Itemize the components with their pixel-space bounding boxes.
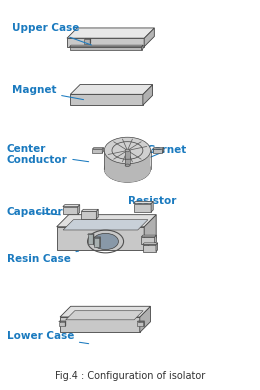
Polygon shape [84,39,90,44]
Polygon shape [90,38,91,44]
Polygon shape [134,201,153,204]
Polygon shape [141,235,156,237]
FancyBboxPatch shape [125,151,130,165]
Polygon shape [94,238,100,247]
Polygon shape [70,45,143,47]
Polygon shape [59,321,66,322]
Polygon shape [59,322,65,326]
Polygon shape [78,205,80,214]
Polygon shape [137,321,144,322]
Ellipse shape [104,137,151,164]
Polygon shape [142,45,143,50]
Polygon shape [156,243,158,252]
Polygon shape [143,85,153,105]
Polygon shape [151,201,153,212]
Polygon shape [134,204,151,212]
Polygon shape [66,311,143,320]
Polygon shape [60,317,140,332]
Polygon shape [96,209,98,219]
Polygon shape [84,38,91,39]
Polygon shape [153,149,162,153]
Text: Magnet: Magnet [12,85,83,99]
Polygon shape [140,306,151,332]
Ellipse shape [125,149,130,152]
Text: Garnet: Garnet [146,145,187,157]
Polygon shape [162,148,164,153]
Ellipse shape [104,156,151,182]
Polygon shape [81,211,96,219]
Text: Resistor: Resistor [128,196,176,206]
Polygon shape [65,321,66,326]
Polygon shape [144,28,154,47]
Polygon shape [67,38,144,47]
Polygon shape [104,151,151,182]
Polygon shape [93,234,94,244]
Polygon shape [144,215,156,250]
Polygon shape [63,220,148,230]
Polygon shape [70,85,153,94]
Polygon shape [70,94,143,105]
Polygon shape [155,235,156,244]
Polygon shape [81,209,98,211]
Polygon shape [142,245,156,252]
Text: Center
Conductor: Center Conductor [6,144,89,165]
Polygon shape [93,149,102,153]
Text: Lower Case: Lower Case [6,332,89,344]
Text: Upper Case: Upper Case [12,23,91,45]
Polygon shape [57,227,144,250]
Polygon shape [142,243,158,245]
Polygon shape [57,215,156,227]
Polygon shape [63,205,80,207]
Polygon shape [141,237,155,244]
Polygon shape [153,148,164,149]
Polygon shape [94,237,100,238]
Polygon shape [60,306,151,317]
Polygon shape [137,322,144,326]
Polygon shape [102,148,103,153]
Text: Resin Case: Resin Case [6,251,79,264]
Text: Fig.4 : Configuration of isolator: Fig.4 : Configuration of isolator [55,371,205,381]
Polygon shape [67,28,154,38]
Polygon shape [88,234,93,244]
Text: Capacitor: Capacitor [6,207,63,218]
Ellipse shape [93,233,118,250]
Ellipse shape [125,164,130,167]
Polygon shape [93,148,103,149]
Polygon shape [70,47,142,50]
Polygon shape [63,207,78,215]
